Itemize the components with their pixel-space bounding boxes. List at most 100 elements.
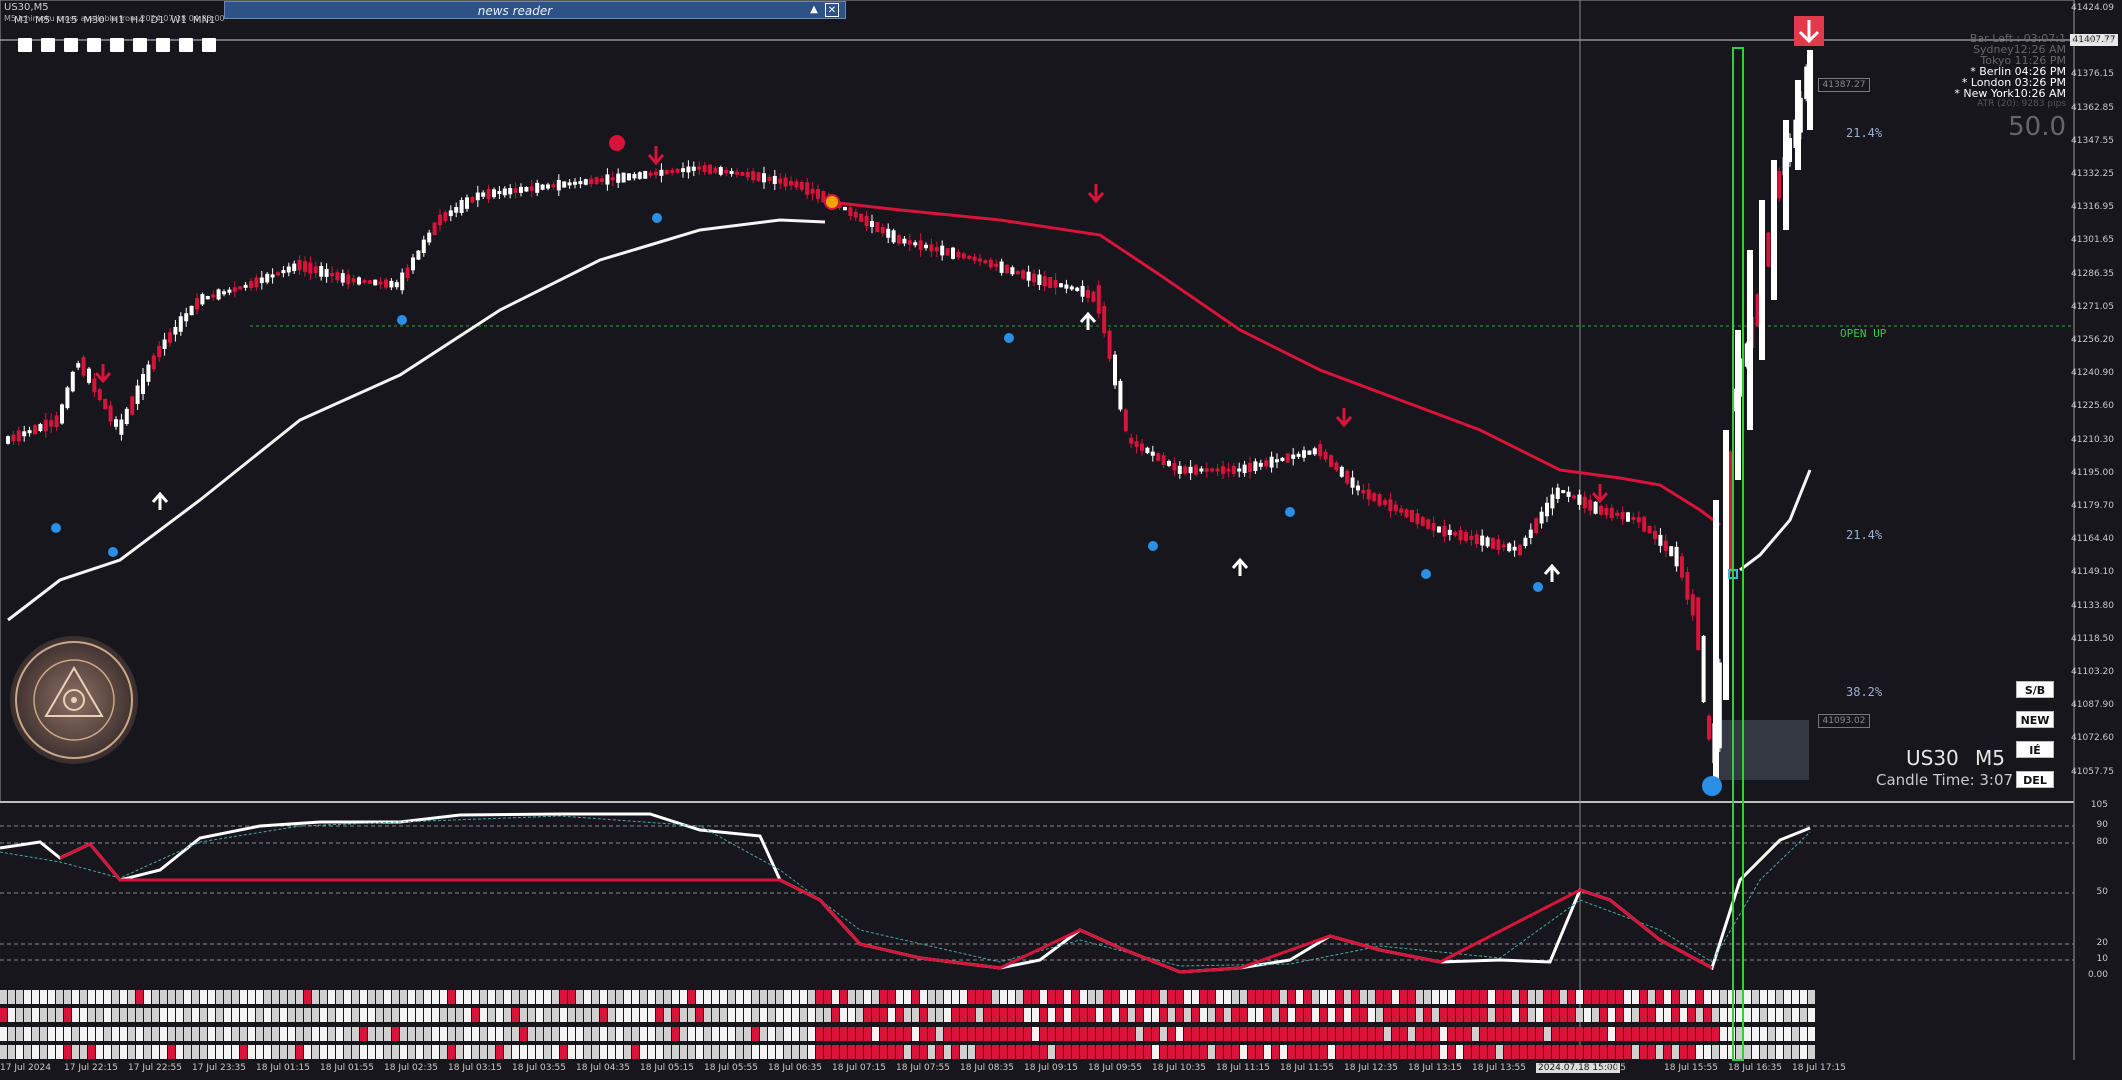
heat-cell (128, 1045, 135, 1059)
candle (124, 408, 129, 424)
heat-cell (840, 990, 847, 1004)
heat-cell (1056, 1027, 1063, 1041)
heat-cell (1336, 1045, 1343, 1059)
del-button[interactable]: DEL (2016, 771, 2054, 788)
heat-cell (1232, 1027, 1239, 1041)
heat-cell (1784, 990, 1791, 1004)
timeframe-w1[interactable]: W1 (170, 15, 187, 26)
timeframe-m15[interactable]: M15 (56, 15, 78, 26)
candle (416, 250, 421, 260)
heat-cell (1008, 990, 1015, 1004)
heat-cell (280, 990, 287, 1004)
heat-cell (48, 1045, 55, 1059)
heat-cell (720, 990, 727, 1004)
candle (654, 171, 658, 176)
timeframe-mn1[interactable]: MN1 (192, 15, 216, 26)
time-tick: 17 Jul 2024 (0, 1063, 51, 1073)
heat-cell (1616, 1045, 1623, 1059)
collapse-icon[interactable]: ▲ (810, 4, 818, 15)
candle (378, 281, 383, 285)
heat-cell (1488, 1045, 1495, 1059)
heat-cell (168, 1027, 175, 1041)
heat-cell (528, 1008, 535, 1022)
heat-cell (136, 1008, 143, 1022)
heat-cell (1544, 1008, 1551, 1022)
candle (627, 173, 631, 181)
price-tick: 41225.60 (2071, 401, 2114, 412)
timeframe-toggle[interactable] (202, 38, 216, 52)
heat-cell (912, 990, 919, 1004)
timeframe-m30[interactable]: M30 (83, 15, 105, 26)
heat-cell (888, 1045, 895, 1059)
candle (1735, 330, 1741, 480)
heat-cell (120, 1008, 127, 1022)
candle (1807, 50, 1813, 130)
timeframe-m1[interactable]: M1 (14, 15, 29, 26)
timeframe-toggle[interactable] (133, 38, 147, 52)
candle (967, 255, 972, 259)
heat-cell (1688, 1027, 1695, 1041)
sb-button[interactable]: S/B (2016, 681, 2054, 698)
heat-cell (1296, 1008, 1303, 1022)
timeframe-toggle[interactable] (156, 38, 170, 52)
price-tick: 41072.60 (2071, 733, 2114, 744)
heat-cell (1640, 1008, 1647, 1022)
heat-cell (1488, 990, 1495, 1004)
heat-cell (1376, 1008, 1383, 1022)
candle (578, 181, 583, 185)
timeframe-toggle[interactable] (41, 38, 55, 52)
heat-cell (1560, 1045, 1567, 1059)
heat-cell (608, 1008, 615, 1022)
heat-cell (1496, 1008, 1503, 1022)
heat-cell (1632, 990, 1639, 1004)
timeframe-toggle[interactable] (87, 38, 101, 52)
candle (1372, 493, 1377, 502)
timeframe-toggle[interactable] (18, 38, 32, 52)
heat-cell (816, 990, 823, 1004)
london-clock: * London 03:26 PM (1961, 76, 2066, 89)
timeframe-m5[interactable]: M5 (35, 15, 50, 26)
buy-arrow-icon (151, 491, 169, 510)
heat-cell (584, 1027, 591, 1041)
heat-cell (568, 1045, 575, 1059)
price-tick: 41362.85 (2071, 102, 2114, 113)
heat-cell (512, 1027, 519, 1041)
heat-cell (312, 1027, 319, 1041)
timeframe-toggle[interactable] (110, 38, 124, 52)
heat-cell (1648, 1027, 1655, 1041)
new-button[interactable]: NEW (2016, 711, 2054, 728)
heat-cell (736, 1008, 743, 1022)
heat-cell (760, 1008, 767, 1022)
heat-cell (1168, 1045, 1175, 1059)
heat-cell (1360, 990, 1367, 1004)
heat-cell (1776, 990, 1783, 1004)
timeframe-toggle[interactable] (179, 38, 193, 52)
heat-cell (1656, 990, 1663, 1004)
heat-cell (608, 1045, 615, 1059)
candle (49, 420, 54, 427)
news-reader-bar[interactable]: news reader ▲ ✕ (224, 1, 846, 19)
ie-button[interactable]: IÉ (2016, 741, 2054, 758)
candle (1226, 468, 1231, 472)
heat-cell (880, 990, 887, 1004)
candle (184, 313, 189, 322)
timeframe-h4[interactable]: H4 (130, 15, 145, 26)
close-icon[interactable]: ✕ (825, 3, 839, 17)
heat-cell (120, 1027, 127, 1041)
heat-cell (576, 1045, 583, 1059)
candle (1795, 80, 1801, 170)
osc-tick: 20 (2096, 938, 2108, 948)
candle (6, 436, 10, 444)
heat-cell (208, 990, 215, 1004)
price-tick: 41286.35 (2071, 268, 2114, 279)
timeframe-h1[interactable]: H1 (110, 15, 125, 26)
candle (1599, 505, 1603, 515)
candle (38, 424, 43, 432)
timeframe-toggle[interactable] (64, 38, 78, 52)
osc-bear-segment (59, 842, 1713, 974)
timeframe-d1[interactable]: D1 (150, 15, 165, 26)
heat-cell (1016, 990, 1023, 1004)
candle (1759, 200, 1765, 360)
heat-cell (1072, 1045, 1079, 1059)
